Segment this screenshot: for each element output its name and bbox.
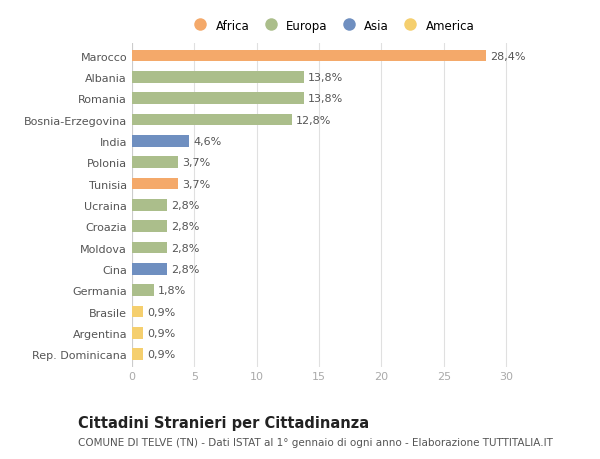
- Text: COMUNE DI TELVE (TN) - Dati ISTAT al 1° gennaio di ogni anno - Elaborazione TUTT: COMUNE DI TELVE (TN) - Dati ISTAT al 1° …: [78, 437, 553, 447]
- Text: 4,6%: 4,6%: [193, 136, 221, 146]
- Text: 2,8%: 2,8%: [170, 243, 199, 253]
- Bar: [132, 178, 178, 190]
- Bar: [132, 50, 486, 62]
- Text: 3,7%: 3,7%: [182, 158, 210, 168]
- Text: 2,8%: 2,8%: [170, 264, 199, 274]
- Bar: [132, 72, 304, 84]
- Bar: [132, 93, 304, 105]
- Bar: [132, 242, 167, 254]
- Legend: Africa, Europa, Asia, America: Africa, Europa, Asia, America: [186, 17, 477, 35]
- Text: 0,9%: 0,9%: [147, 328, 175, 338]
- Text: 0,9%: 0,9%: [147, 307, 175, 317]
- Text: 2,8%: 2,8%: [170, 222, 199, 232]
- Bar: [132, 221, 167, 233]
- Bar: [132, 200, 167, 211]
- Text: 0,9%: 0,9%: [147, 349, 175, 359]
- Bar: [132, 306, 143, 318]
- Bar: [132, 263, 167, 275]
- Text: 1,8%: 1,8%: [158, 285, 187, 296]
- Bar: [132, 348, 143, 360]
- Text: 28,4%: 28,4%: [490, 51, 526, 62]
- Bar: [132, 285, 154, 297]
- Text: 12,8%: 12,8%: [295, 115, 331, 125]
- Text: Cittadini Stranieri per Cittadinanza: Cittadini Stranieri per Cittadinanza: [78, 415, 369, 431]
- Text: 2,8%: 2,8%: [170, 201, 199, 210]
- Text: 3,7%: 3,7%: [182, 179, 210, 189]
- Bar: [132, 327, 143, 339]
- Bar: [132, 157, 178, 168]
- Bar: [132, 136, 190, 147]
- Text: 13,8%: 13,8%: [308, 94, 343, 104]
- Bar: [132, 114, 292, 126]
- Text: 13,8%: 13,8%: [308, 73, 343, 83]
